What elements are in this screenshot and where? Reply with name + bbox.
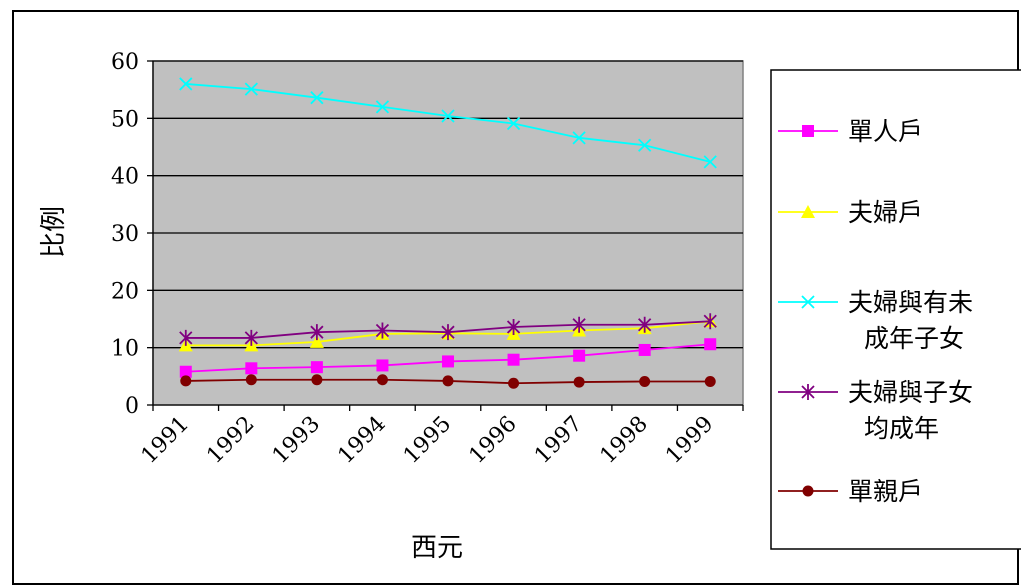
marker-circle [180,375,192,387]
marker-circle [639,375,651,387]
legend-label: 夫婦戶 [848,198,923,227]
marker-square [310,361,323,374]
marker-star [801,384,815,400]
y-tick-label: 60 [111,50,139,75]
series-group [180,374,716,389]
marker-x [572,131,586,145]
y-tick-label: 0 [125,394,139,419]
y-axis-label: 比例 [39,206,69,258]
marker-square [802,125,814,137]
marker-x [441,109,455,123]
marker-triangle [801,205,815,218]
marker-square [179,365,192,378]
marker-x [638,138,652,152]
x-tick-label: 1992 [202,412,259,469]
marker-circle [508,377,520,389]
marker-star [572,316,586,333]
marker-square [507,353,520,366]
x-tick-label: 1993 [268,412,325,469]
marker-star [638,316,652,333]
x-tick-label: 1998 [596,412,653,469]
legend-label: 單人戶 [848,117,923,146]
legend-item: 單人戶 [778,117,923,146]
marker-x [703,155,717,169]
x-tick-label: 1997 [530,412,587,469]
marker-square [442,355,454,368]
x-tick-label: 1995 [399,412,456,469]
marker-star [703,313,717,330]
legend-label: 夫婦與有未 [848,288,973,317]
marker-star [310,324,324,341]
series-layer [178,77,718,389]
x-tick-label: 1996 [465,412,522,469]
marker-x [310,91,324,105]
marker-circle [245,374,257,386]
x-axis-label: 西元 [411,533,463,563]
marker-star [375,322,390,339]
legend-item: 單親戶 [778,477,923,506]
marker-star [441,324,455,341]
marker-x [801,295,815,309]
marker-circle [376,374,388,386]
marker-x [375,100,390,114]
series-group [179,338,717,378]
legend-label: 單親戶 [848,477,923,506]
marker-triangle [309,334,324,348]
y-tick-label: 40 [111,165,139,190]
y-tick-label: 30 [111,222,139,247]
x-tick-label: 1991 [137,412,194,469]
marker-x [506,116,521,131]
marker-x [244,82,258,96]
legend-label: 均成年 [864,414,939,443]
marker-circle [311,374,323,386]
marker-circle [573,376,585,388]
y-tick-label: 10 [111,337,139,362]
legend-label: 夫婦與子女 [848,378,973,407]
marker-circle [442,375,454,387]
series-group [179,77,717,169]
y-tick-label: 20 [111,279,139,304]
marker-square [245,362,258,375]
marker-star [506,319,521,336]
y-tick-label: 50 [111,107,139,132]
series-group [179,313,717,346]
marker-square [638,343,651,356]
legend-label: 成年子女 [864,324,964,353]
x-tick-label: 1994 [333,412,390,469]
marker-square [376,359,389,372]
marker-circle [704,375,716,387]
marker-star [179,329,193,346]
legend-item: 夫婦戶 [778,198,923,227]
marker-circle [802,485,814,497]
x-tick-label: 1999 [661,412,718,469]
marker-square [704,338,717,351]
legend-box [770,69,1021,550]
marker-x [179,77,193,91]
marker-square [573,349,586,362]
marker-star [244,329,258,346]
